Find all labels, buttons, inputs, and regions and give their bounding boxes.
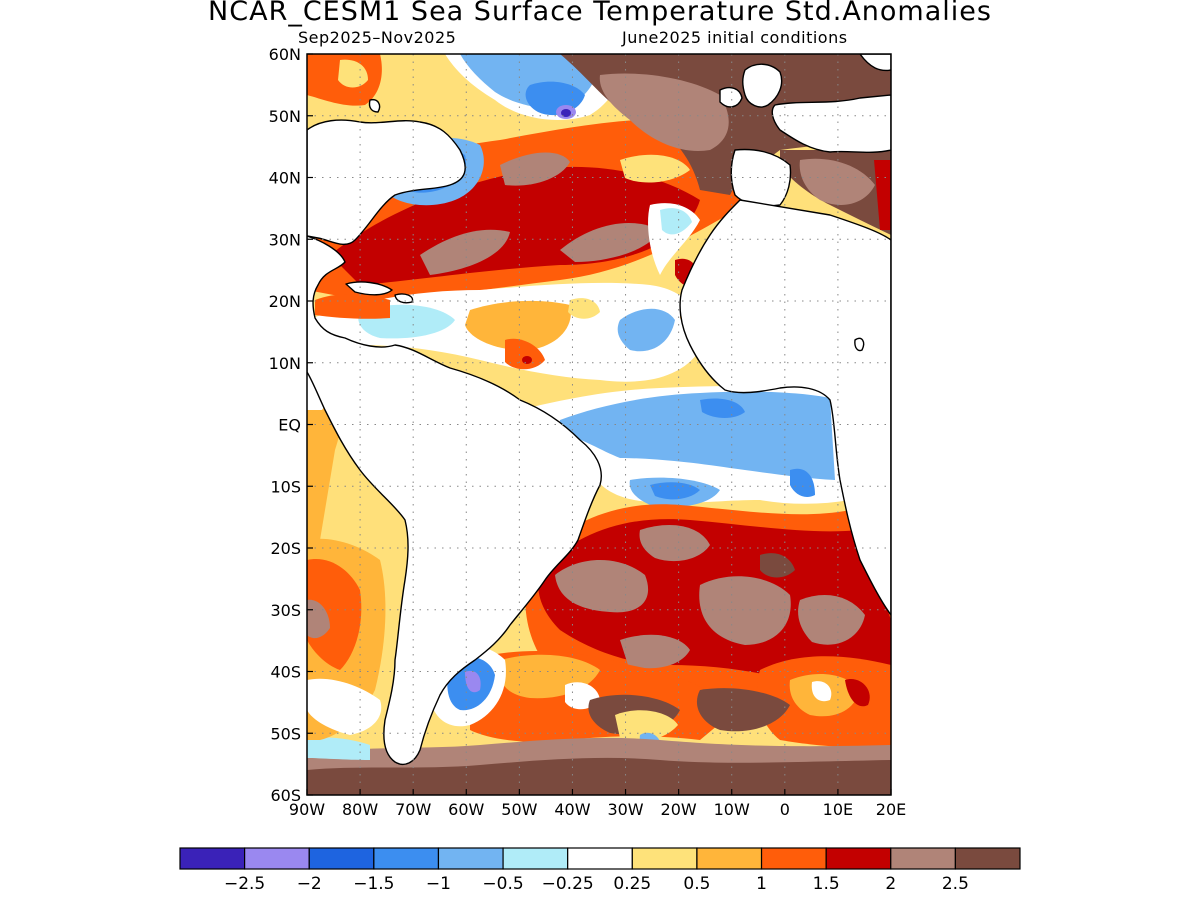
lat-tick-label: 30S [270, 601, 301, 620]
initial-conditions-label: June2025 initial conditions [622, 28, 848, 47]
colorbar-swatch [825, 847, 892, 870]
lon-tick-label: 80W [342, 800, 378, 819]
colorbar-label: −2.5 [224, 874, 265, 894]
colorbar-swatch [437, 847, 504, 870]
lon-tick-label: 60W [448, 800, 484, 819]
colorbar-label: 1.5 [813, 874, 840, 894]
lon-tick-label: 40W [554, 800, 590, 819]
land [307, 54, 891, 766]
lon-tick-label: 90W [289, 800, 325, 819]
lat-tick-label: 20N [269, 292, 301, 311]
colorbar-swatch [244, 847, 310, 870]
colorbar-label: 0.25 [613, 874, 651, 894]
lat-tick-label: 60N [269, 45, 301, 64]
colorbar-swatch [954, 847, 1021, 870]
colorbar-swatch [760, 847, 827, 870]
lat-tick-label: 60S [270, 786, 301, 805]
lat-tick-label: 40N [269, 169, 301, 188]
lat-tick-label: 50S [270, 724, 301, 743]
season-label: Sep2025–Nov2025 [298, 28, 457, 47]
lon-tick-label: 10E [823, 800, 853, 819]
longitude-axis: 90W 80W 70W 60W 50W 40W 30W 20W 10W 0 10E 20E [289, 800, 906, 819]
colorbar-swatch [308, 847, 375, 870]
colorbar-label: 0.5 [683, 874, 710, 894]
colorbar-label: −1 [426, 874, 451, 894]
lat-tick-label: 20S [270, 539, 301, 558]
latitude-axis: 60N 50N 40N 30N 20N 10N EQ 10S 20S 30S 40S 50S 60S [269, 45, 301, 805]
lon-tick-label: 20E [876, 800, 906, 819]
colorbar-label: 1 [756, 874, 767, 894]
lat-tick-label: 50N [269, 107, 301, 126]
colorbar-label: −1.5 [353, 874, 394, 894]
colorbar-label: 2 [885, 874, 896, 894]
axis-ticks [306, 53, 892, 796]
lon-tick-label: 20W [661, 800, 697, 819]
lon-tick-label: 30W [607, 800, 643, 819]
colorbar: −2.5 −2 −1.5 −1 −0.5 −0.25 0.25 0.5 1 1.5 2 2.5 [179, 847, 1021, 894]
lat-tick-label: 30N [269, 230, 301, 249]
lon-tick-label: 70W [395, 800, 431, 819]
lat-tick-label: 40S [270, 663, 301, 682]
lat-tick-label: EQ [278, 416, 301, 435]
lon-tick-label: 10W [714, 800, 750, 819]
colorbar-swatch [890, 847, 956, 870]
colorbar-label: −2 [297, 874, 322, 894]
colorbar-swatch [631, 847, 698, 870]
sst-anomaly-field [307, 54, 891, 795]
lon-tick-label: 50W [501, 800, 537, 819]
colorbar-label: −0.25 [542, 874, 594, 894]
colorbar-label: −0.5 [482, 874, 523, 894]
lon-tick-label: 0 [780, 800, 790, 819]
lat-tick-label: 10N [269, 354, 301, 373]
map-title: NCAR_CESM1 Sea Surface Temperature Std.A… [208, 0, 992, 27]
colorbar-swatch [696, 847, 763, 870]
colorbar-swatch [502, 847, 569, 870]
colorbar-label: 2.5 [942, 874, 969, 894]
colorbar-swatch [567, 847, 633, 870]
colorbar-swatch [373, 847, 440, 870]
lat-tick-label: 10S [270, 477, 301, 496]
colorbar-swatch [179, 847, 246, 870]
